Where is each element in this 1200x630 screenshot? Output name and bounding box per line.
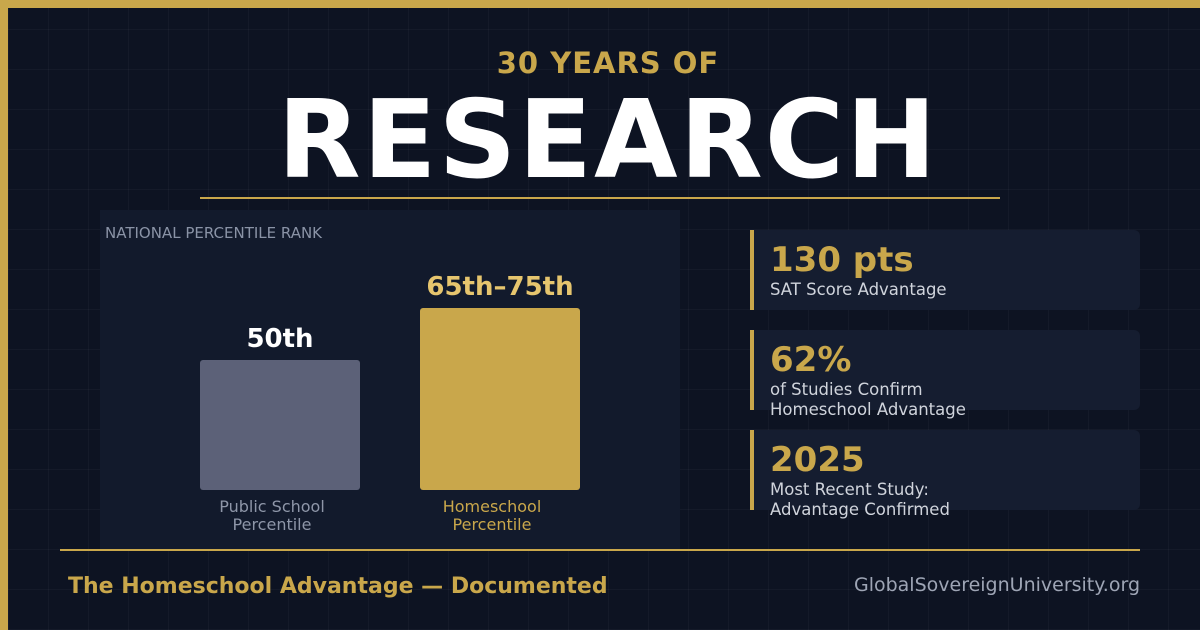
category-label: Homeschool Percentile — [442, 497, 542, 534]
kicker: 30 YEARS OF — [496, 46, 720, 80]
stat-label: Most Recent Study: Advantage Confirmed — [770, 480, 950, 519]
value-label: 65th–75th — [426, 272, 574, 302]
stat-card: 2025 Most Recent Study: Advantage Confir… — [750, 430, 1140, 519]
divider — [60, 549, 1140, 551]
stat-label: of Studies Confirm Homeschool Advantage — [770, 380, 966, 419]
value-label: 50th — [246, 324, 314, 354]
footer-site: GlobalSovereignUniversity.org — [853, 574, 1140, 596]
stat-card: 130 pts SAT Score Advantage — [750, 230, 1140, 310]
chart-title: NATIONAL PERCENTILE RANK — [105, 224, 323, 242]
category-label: Public School Percentile — [219, 497, 325, 534]
headline: RESEARCH — [277, 78, 939, 203]
chart-panel — [100, 210, 680, 550]
stat-value: 2025 — [770, 440, 865, 480]
stat-value: 62% — [770, 340, 852, 380]
footer-tagline: The Homeschool Advantage — Documented — [68, 574, 608, 599]
stat-value: 130 pts — [770, 240, 914, 280]
bar — [420, 308, 580, 490]
stat-card: 62% of Studies Confirm Homeschool Advant… — [750, 330, 1140, 419]
stat-label: SAT Score Advantage — [770, 280, 947, 299]
bar — [200, 360, 360, 490]
divider — [200, 197, 1000, 199]
